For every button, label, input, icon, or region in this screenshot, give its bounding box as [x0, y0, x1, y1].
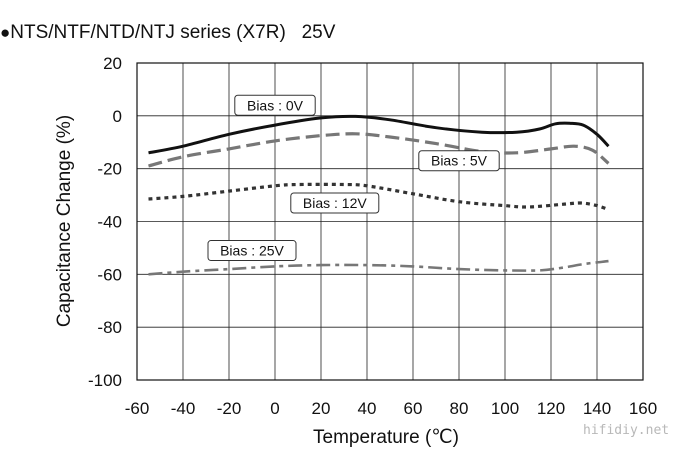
x-tick-label: -60	[125, 399, 150, 418]
x-tick-label: 120	[537, 399, 565, 418]
x-tick-label: 100	[491, 399, 519, 418]
bias-label-text: Bias : 0V	[247, 97, 304, 113]
y-axis-title: Capacitance Change (%)	[54, 115, 75, 327]
bias-label-box: Bias : 5V	[418, 150, 500, 172]
bias-label-text: Bias : 12V	[303, 195, 367, 211]
bias-label-box: Bias : 0V	[234, 94, 316, 116]
series-annotations: Bias : 0V Bias : 5V Bias : 12V Bias : 25V	[207, 94, 500, 262]
watermark-text: hifidiy.net	[583, 423, 670, 438]
series-line-bias-5v	[148, 132, 610, 168]
y-tick-label: 0	[113, 107, 122, 126]
series-line-bias-12v	[148, 182, 610, 212]
series-line-bias-0v	[148, 114, 610, 155]
x-tick-label: 160	[629, 399, 657, 418]
y-tick-label: -100	[88, 371, 122, 390]
plot-frame	[136, 62, 644, 381]
chart-title-text: NTS/NTF/NTD/NTJ series (X7R) 25V	[10, 22, 336, 43]
y-tick-label: 20	[103, 54, 122, 73]
x-tick-label: -20	[217, 399, 242, 418]
grid-lines	[137, 63, 643, 380]
bias-label-box: Bias : 12V	[290, 192, 380, 214]
bias-label-frame	[418, 150, 500, 172]
bias-label-text: Bias : 25V	[220, 243, 284, 259]
bias-label-frame	[290, 192, 380, 214]
x-tick-label: 80	[450, 399, 469, 418]
x-tick-labels: -60 -40 -20 0 20 40 60 80 100 120 140 160	[125, 399, 657, 418]
chart-title: ●NTS/NTF/NTD/NTJ series (X7R) 25V	[0, 22, 335, 44]
x-tick-label: -40	[171, 399, 196, 418]
x-tick-label: 140	[583, 399, 611, 418]
y-tick-labels: 20 0 -20 -40 -60 -80 -100	[88, 54, 122, 390]
title-bullet-icon: ●	[0, 23, 11, 42]
y-tick-label: -80	[97, 318, 122, 337]
bias-label-frame	[234, 94, 316, 116]
bias-label-text: Bias : 5V	[431, 153, 488, 169]
x-tick-label: 20	[312, 399, 331, 418]
series-lines	[148, 114, 610, 276]
y-tick-label: -60	[97, 265, 122, 284]
x-tick-label: 40	[358, 399, 377, 418]
x-axis-title: Temperature (℃)	[313, 427, 459, 448]
x-tick-label: 0	[270, 399, 279, 418]
series-line-bias-25v	[148, 259, 609, 276]
x-tick-label: 60	[404, 399, 423, 418]
bias-label-frame	[207, 240, 297, 262]
y-tick-label: -40	[97, 213, 122, 232]
bias-label-box: Bias : 25V	[207, 240, 297, 262]
y-tick-label: -20	[97, 160, 122, 179]
